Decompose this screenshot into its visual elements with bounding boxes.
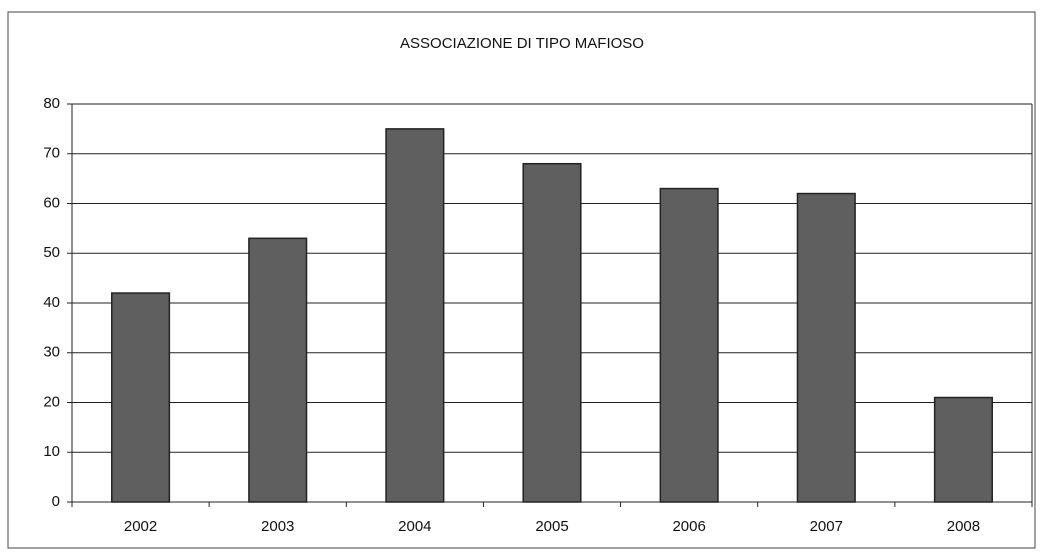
y-tick-label: 50 [43, 244, 60, 261]
y-tick-label: 20 [43, 393, 60, 410]
x-tick-label: 2004 [398, 518, 431, 535]
y-tick-label: 30 [43, 344, 60, 361]
x-tick-label: 2005 [535, 518, 568, 535]
y-tick-label: 0 [52, 493, 60, 510]
chart-frame [7, 11, 1036, 549]
y-tick-label: 70 [43, 145, 60, 162]
bar [111, 292, 171, 503]
y-tick-label: 80 [43, 95, 60, 112]
y-tick-label: 10 [43, 443, 60, 460]
x-tick-label: 2007 [810, 518, 843, 535]
x-tick-label: 2008 [947, 518, 980, 535]
bar [385, 128, 445, 503]
y-tick-label: 40 [43, 294, 60, 311]
chart-title: ASSOCIAZIONE DI TIPO MAFIOSO [400, 35, 644, 52]
x-tick-label: 2006 [672, 518, 705, 535]
bar [796, 192, 856, 503]
bar [659, 187, 719, 503]
x-tick-label: 2003 [261, 518, 294, 535]
y-tick-label: 60 [43, 194, 60, 211]
x-tick-label: 2002 [124, 518, 157, 535]
bar [248, 237, 308, 503]
bar [522, 162, 582, 503]
bar [933, 396, 993, 503]
